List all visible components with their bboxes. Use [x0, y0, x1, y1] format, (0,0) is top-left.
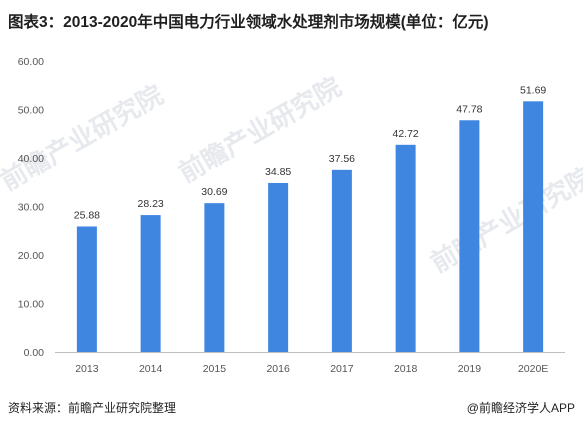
bar-2016: [268, 182, 289, 352]
data-labels: 25.88 28.23 30.69 34.85 37.56 42.72 47.78 51.69: [74, 84, 547, 221]
x-tick-label-2013: 2013: [75, 363, 99, 375]
x-axis: 2013 2014 2015 2016 2017 2018 2019 2020E: [55, 352, 565, 375]
y-tick-label: 0.00: [24, 347, 45, 359]
x-tick-label-2017: 2017: [330, 363, 354, 375]
data-label-2015: 30.69: [201, 186, 227, 198]
data-label-2014: 28.23: [137, 198, 163, 210]
credit-note: @前瞻经济学人APP: [466, 401, 575, 415]
chart-title: 图表3：2013-2020年中国电力行业领域水处理剂市场规模(单位：亿元): [8, 14, 489, 31]
bar-2019: [459, 120, 480, 352]
y-tick-label: 10.00: [18, 299, 44, 311]
bar-2018: [395, 144, 416, 352]
x-tick-label-2016: 2016: [266, 363, 290, 375]
y-tick-label: 30.00: [18, 202, 44, 214]
data-label-2019: 47.78: [456, 103, 482, 115]
x-tick-label-2014: 2014: [139, 363, 163, 375]
bar-2017: [331, 169, 352, 352]
x-tick-label-2020E: 2020E: [518, 363, 548, 375]
source-note: 资料来源：前瞻产业研究院整理: [8, 401, 177, 415]
bars: [76, 101, 544, 352]
x-tick-label-2019: 2019: [458, 363, 482, 375]
bar-2020E: [523, 101, 544, 352]
bar-2014: [140, 215, 161, 352]
y-axis: 0.00 10.00 20.00 30.00 40.00 50.00 60.00: [18, 56, 44, 359]
y-tick-label: 60.00: [18, 56, 44, 68]
y-tick-label: 40.00: [18, 153, 44, 165]
bar-2015: [204, 203, 225, 352]
y-tick-label: 20.00: [18, 250, 44, 262]
data-label-2013: 25.88: [74, 209, 100, 221]
data-label-2016: 34.85: [265, 166, 291, 178]
bar-2013: [76, 226, 97, 352]
data-label-2020E: 51.69: [520, 84, 546, 96]
y-tick-label: 50.00: [18, 105, 44, 117]
x-tick-label-2018: 2018: [394, 363, 418, 375]
data-label-2017: 37.56: [329, 153, 355, 165]
data-label-2018: 42.72: [392, 128, 418, 140]
x-tick-label-2015: 2015: [203, 363, 227, 375]
